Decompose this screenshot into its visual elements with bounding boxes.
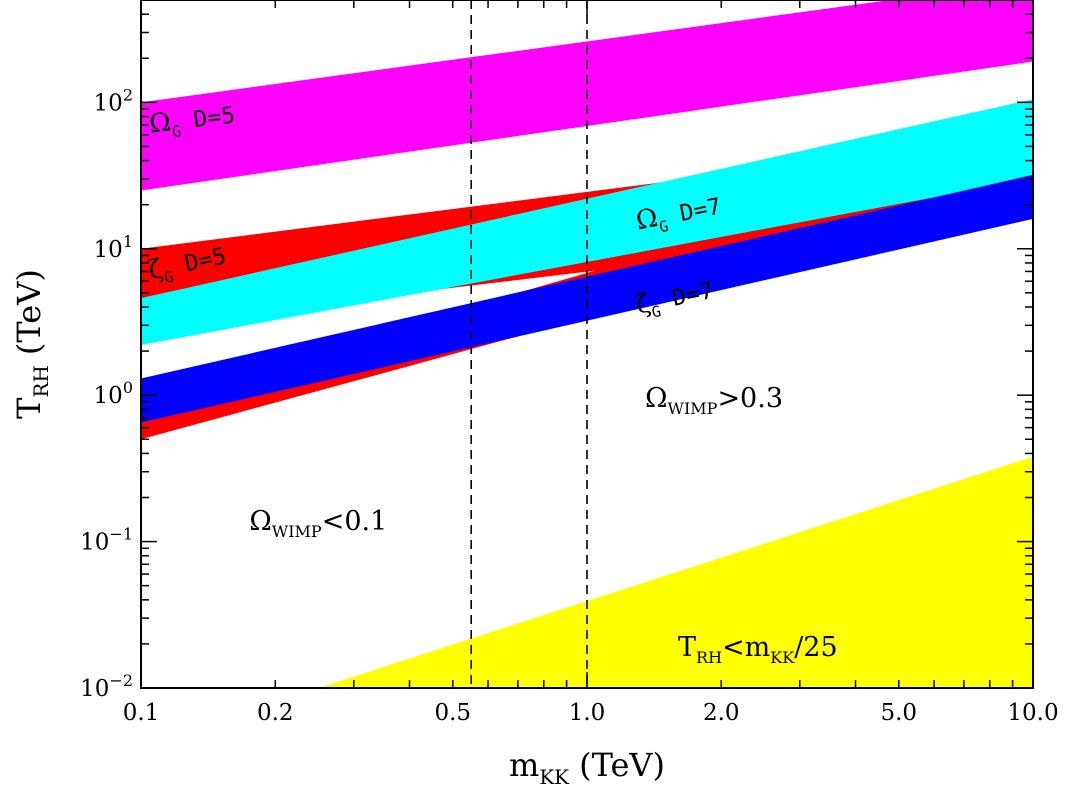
y-tick-label: 10−2 <box>80 671 133 702</box>
y-tick-label: 100 <box>94 378 133 409</box>
vertical-lines-layer <box>470 0 588 688</box>
y-axis-title: TRH (TeV) <box>10 269 53 419</box>
axis-titles: mKK (TeV) TRH (TeV) <box>10 269 665 789</box>
region-label-wimp-0-3: ΩWIMP>0.3 <box>645 383 783 418</box>
x-tick-label: 1.0 <box>569 700 606 726</box>
region-label-rh-m: TRH<mKK/25 <box>678 632 838 667</box>
x-tick-label: 5.0 <box>880 700 917 726</box>
ticks-layer <box>140 0 1033 689</box>
x-tick-label: 2.0 <box>703 700 740 726</box>
y-tick-label: 102 <box>94 85 133 116</box>
x-axis-title: mKK (TeV) <box>509 746 665 789</box>
region-t-rh-m-kk-25 <box>318 456 1033 688</box>
y-tick-label: 101 <box>94 232 133 263</box>
band-omega-g-d7 <box>141 99 1033 346</box>
band-zeta-g-d7 <box>141 174 1033 423</box>
region-label-wimp-0-1: ΩWIMP<0.1 <box>249 506 387 541</box>
x-tick-label: 0.5 <box>434 700 471 726</box>
x-tick-label: 10.0 <box>1007 700 1058 726</box>
x-tick-label: 0.1 <box>123 700 160 726</box>
x-tick-label: 0.2 <box>257 700 294 726</box>
y-tick-label: 10−1 <box>80 525 133 556</box>
regions-layer <box>318 456 1033 688</box>
